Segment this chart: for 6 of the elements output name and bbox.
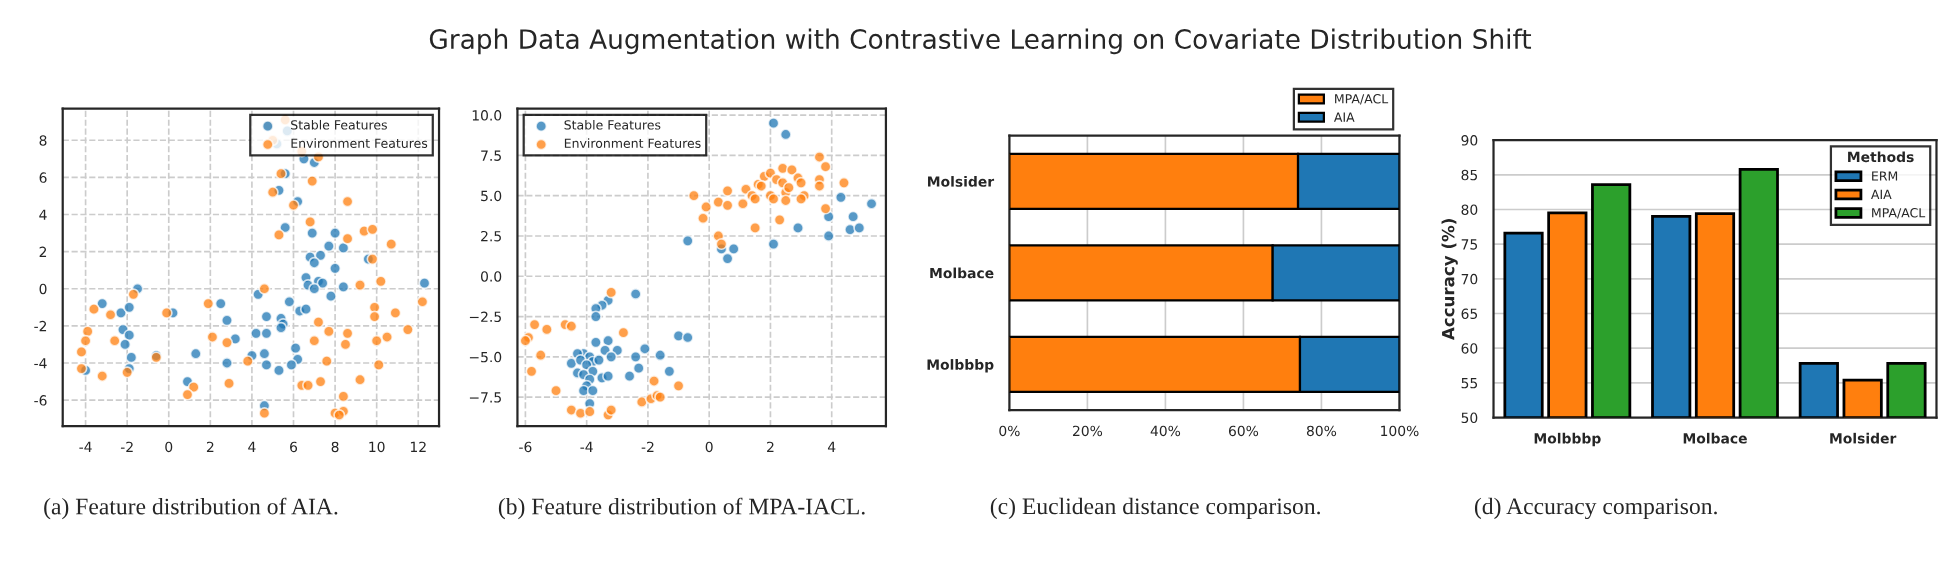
text: (c) Euclidean distance comparison. [990,497,1320,520]
text: (b) Feature distribution of MPA-IACL. [498,497,865,520]
text: (a) Feature distribution of AIA. [44,497,338,520]
y-axis-title: Accuracy (%) [1441,219,1458,340]
text: Graph Data Augmentation with Contrastive Learning on Covariate Distribution Shift [429,28,1532,55]
text: (d) Accuracy comparison. [1474,497,1717,520]
